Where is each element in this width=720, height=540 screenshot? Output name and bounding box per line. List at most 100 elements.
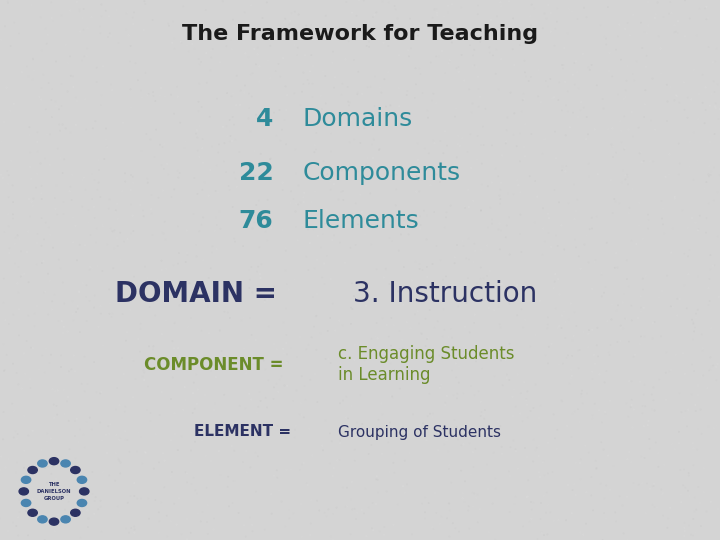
Point xyxy=(698,488,709,497)
Point xyxy=(641,29,652,38)
Point xyxy=(576,487,588,495)
Point xyxy=(199,390,211,399)
Point xyxy=(495,22,507,30)
Point xyxy=(42,129,54,138)
Point xyxy=(638,303,649,312)
Point xyxy=(427,413,438,422)
Point xyxy=(72,305,84,313)
Point xyxy=(27,194,39,203)
Point xyxy=(637,402,649,410)
Point xyxy=(152,276,163,285)
Point xyxy=(260,168,271,177)
Point xyxy=(259,222,271,231)
Point xyxy=(552,426,563,434)
Point xyxy=(378,351,390,360)
Point xyxy=(359,214,370,223)
Point xyxy=(36,84,48,92)
Point xyxy=(482,223,494,232)
Point xyxy=(57,120,68,129)
Point xyxy=(657,511,669,520)
Point xyxy=(626,61,638,70)
Point xyxy=(328,180,340,188)
Point xyxy=(567,352,578,360)
Point xyxy=(240,172,252,181)
Point xyxy=(183,323,194,332)
Point xyxy=(324,162,336,171)
Point xyxy=(32,138,43,146)
Point xyxy=(552,323,564,332)
Point xyxy=(280,140,292,149)
Point xyxy=(683,469,695,477)
Point xyxy=(711,247,720,255)
Point xyxy=(370,500,382,508)
Point xyxy=(10,468,22,476)
Point xyxy=(161,265,172,273)
Point xyxy=(295,399,307,408)
Point xyxy=(359,484,371,493)
Point xyxy=(452,165,464,173)
Point xyxy=(554,290,565,299)
Point xyxy=(62,87,73,96)
Point xyxy=(369,72,381,80)
Point xyxy=(12,22,24,30)
Point xyxy=(697,71,708,79)
Point xyxy=(397,344,409,353)
Point xyxy=(356,90,368,98)
Point xyxy=(470,494,482,502)
Point xyxy=(672,294,683,303)
Point xyxy=(686,315,698,324)
Point xyxy=(247,527,258,536)
Text: Grouping of Students: Grouping of Students xyxy=(338,424,501,440)
Point xyxy=(205,46,217,55)
Point xyxy=(626,377,637,386)
Point xyxy=(232,529,243,538)
Point xyxy=(500,139,511,148)
Point xyxy=(575,265,586,273)
Point xyxy=(89,303,100,312)
Point xyxy=(112,427,123,436)
Point xyxy=(156,266,167,274)
Point xyxy=(194,122,205,130)
Point xyxy=(255,471,266,480)
Point xyxy=(617,166,629,175)
Point xyxy=(412,352,423,360)
Point xyxy=(85,231,96,239)
Point xyxy=(542,359,554,368)
Point xyxy=(167,359,179,367)
Point xyxy=(526,0,537,9)
Point xyxy=(7,310,19,319)
Point xyxy=(441,287,452,296)
Point xyxy=(525,407,536,415)
Point xyxy=(384,179,396,188)
Point xyxy=(3,525,14,534)
Point xyxy=(315,98,327,107)
Point xyxy=(132,494,143,503)
Point xyxy=(197,355,209,363)
Point xyxy=(3,193,14,201)
Point xyxy=(410,172,422,180)
Point xyxy=(168,319,180,328)
Point xyxy=(318,446,329,455)
Point xyxy=(368,36,379,44)
Point xyxy=(7,518,19,527)
Point xyxy=(135,347,146,356)
Point xyxy=(282,358,293,367)
Point xyxy=(563,199,575,207)
Point xyxy=(657,214,668,223)
Point xyxy=(305,375,316,384)
Point xyxy=(349,456,361,465)
Point xyxy=(24,163,36,171)
Point xyxy=(410,64,421,72)
Point xyxy=(552,278,564,286)
Point xyxy=(531,443,542,452)
Point xyxy=(174,352,186,361)
Point xyxy=(354,471,365,480)
Point xyxy=(441,392,453,400)
Point xyxy=(17,485,28,494)
Point xyxy=(469,391,480,400)
Point xyxy=(255,396,266,405)
Point xyxy=(231,71,243,80)
Point xyxy=(369,511,380,519)
Point xyxy=(670,350,681,359)
Point xyxy=(688,80,700,89)
